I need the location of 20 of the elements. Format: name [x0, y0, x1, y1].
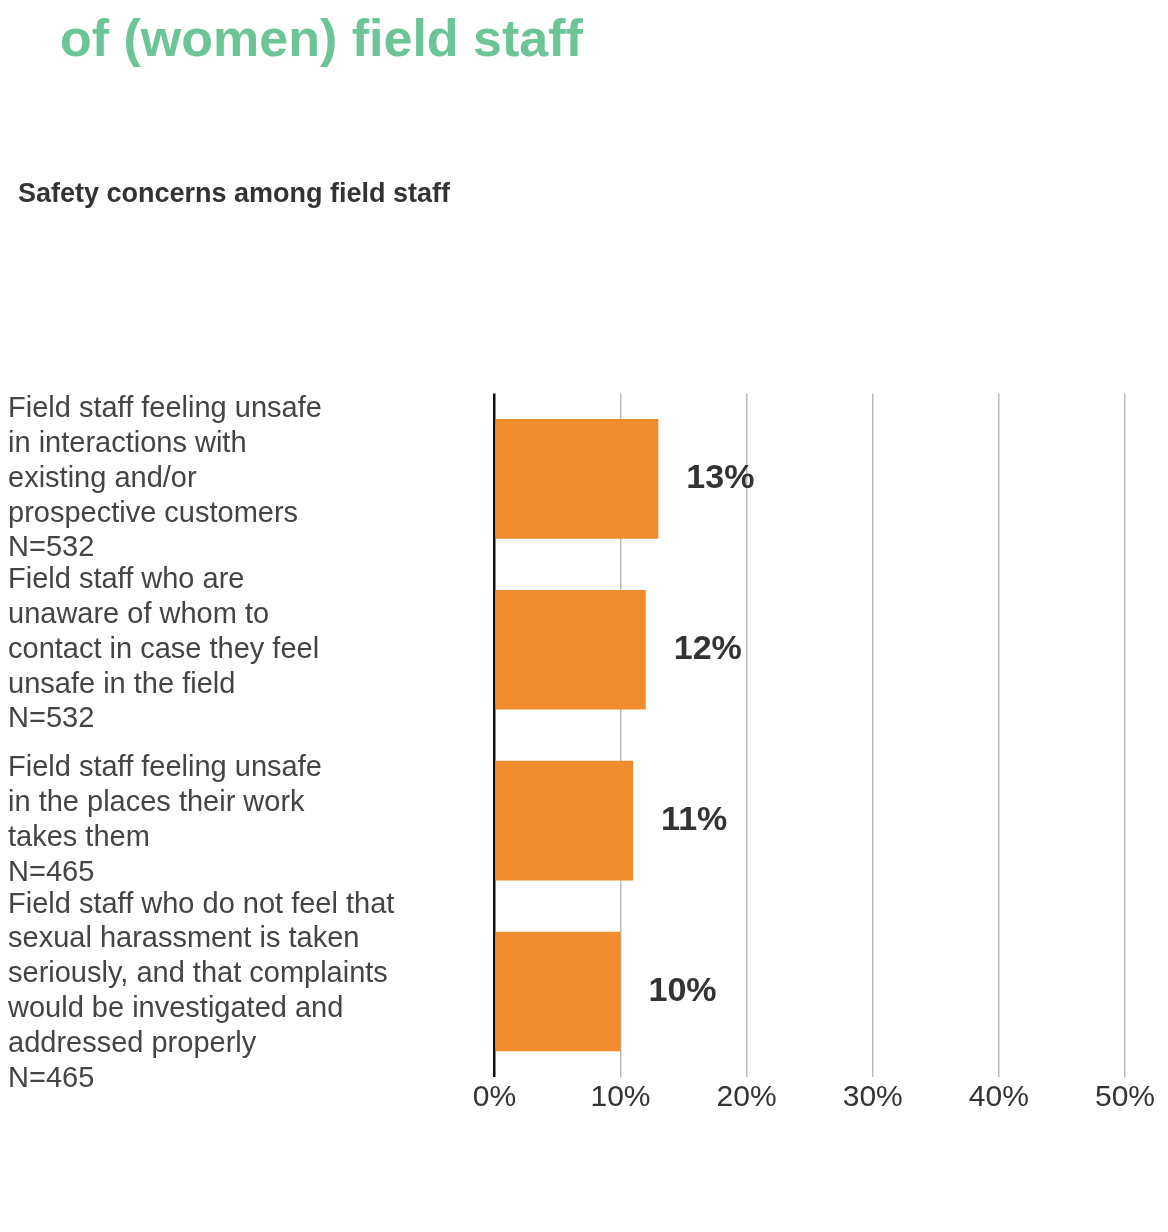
text: Safety concerns among field staff [18, 178, 452, 209]
bar [495, 589, 646, 710]
x-tick-label: 30% [842, 1079, 903, 1113]
y-tick-label: Field staff who are unaware of whom to contact in case they feel unsafe in the field N=532 [8, 562, 320, 734]
data-label: 11% [661, 799, 728, 838]
x-tick-label: 50% [1094, 1079, 1155, 1113]
x-tick-label: 40% [968, 1079, 1029, 1113]
bar [495, 931, 621, 1052]
chart-title: of (women) field staff [59, 8, 584, 68]
x-tick-label: 20% [716, 1079, 777, 1113]
data-label: 10% [648, 969, 717, 1008]
y-tick-label: Field staff who do not feel that sexual harassment is taken seriously, and that complaints would be investigated and addressed properly N=465 [7, 886, 395, 1093]
x-tick-label: 0% [472, 1079, 517, 1113]
y-tick-label: Field staff feeling unsafe in the places their work takes them N=465 [8, 750, 322, 887]
bar [495, 419, 659, 539]
y-tick-label: Field staff feeling unsafe in interactions with existing and/or prospective customers N=532 [8, 391, 322, 563]
data-label: 12% [673, 628, 742, 667]
data-label: 13% [686, 457, 755, 496]
bar [495, 760, 634, 881]
x-tick-label: 10% [590, 1079, 651, 1113]
